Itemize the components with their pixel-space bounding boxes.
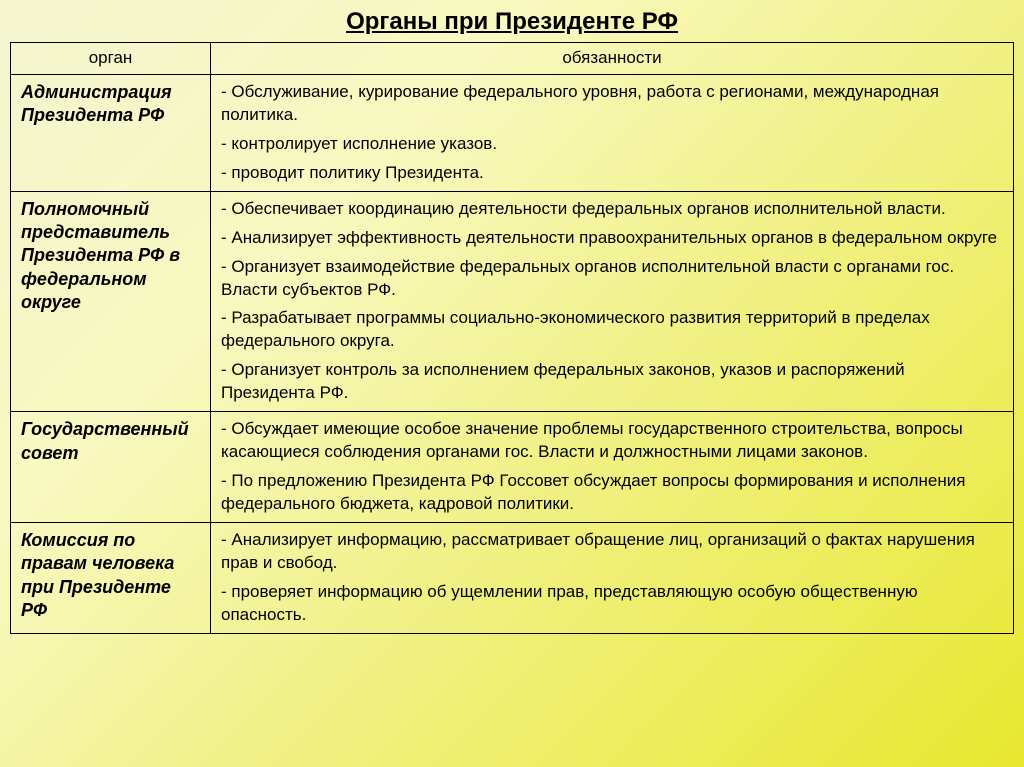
table-row: Полномочный представитель Президента РФ …: [11, 191, 1014, 412]
duties-cell: - Обсуждает имеющие особое значение проб…: [211, 412, 1014, 523]
duty-item: - проверяет информацию об ущемлении прав…: [221, 581, 1003, 627]
duty-item: - контролирует исполнение указов.: [221, 133, 1003, 156]
page-title: Органы при Президенте РФ: [10, 8, 1014, 36]
table-row: Государственный совет- Обсуждает имеющие…: [11, 412, 1014, 523]
duty-item: - Обсуждает имеющие особое значение проб…: [221, 418, 1003, 464]
organ-cell: Полномочный представитель Президента РФ …: [11, 191, 211, 412]
duties-cell: - Обслуживание, курирование федерального…: [211, 74, 1014, 191]
duty-item: - По предложению Президента РФ Госсовет …: [221, 470, 1003, 516]
duty-item: - Разрабатывает программы социально-экон…: [221, 307, 1003, 353]
duty-item: - Анализирует эффективность деятельности…: [221, 227, 1003, 250]
header-row: орган обязанности: [11, 43, 1014, 75]
duty-item: - Организует контроль за исполнением фед…: [221, 359, 1003, 405]
duties-cell: - Обеспечивает координацию деятельности …: [211, 191, 1014, 412]
table-row: Комиссия по правам человека при Президен…: [11, 522, 1014, 633]
organ-cell: Администрация Президента РФ: [11, 74, 211, 191]
duty-item: - Организует взаимодействие федеральных …: [221, 256, 1003, 302]
table-row: Администрация Президента РФ- Обслуживани…: [11, 74, 1014, 191]
duties-cell: - Анализирует информацию, рассматривает …: [211, 522, 1014, 633]
header-duties: обязанности: [211, 43, 1014, 75]
duty-item: - Анализирует информацию, рассматривает …: [221, 529, 1003, 575]
duty-item: - Обслуживание, курирование федерального…: [221, 81, 1003, 127]
duty-item: - проводит политику Президента.: [221, 162, 1003, 185]
organs-table: орган обязанности Администрация Президен…: [10, 42, 1014, 634]
table-body: Администрация Президента РФ- Обслуживани…: [11, 74, 1014, 633]
header-organ: орган: [11, 43, 211, 75]
organ-cell: Комиссия по правам человека при Президен…: [11, 522, 211, 633]
organ-cell: Государственный совет: [11, 412, 211, 523]
duty-item: - Обеспечивает координацию деятельности …: [221, 198, 1003, 221]
